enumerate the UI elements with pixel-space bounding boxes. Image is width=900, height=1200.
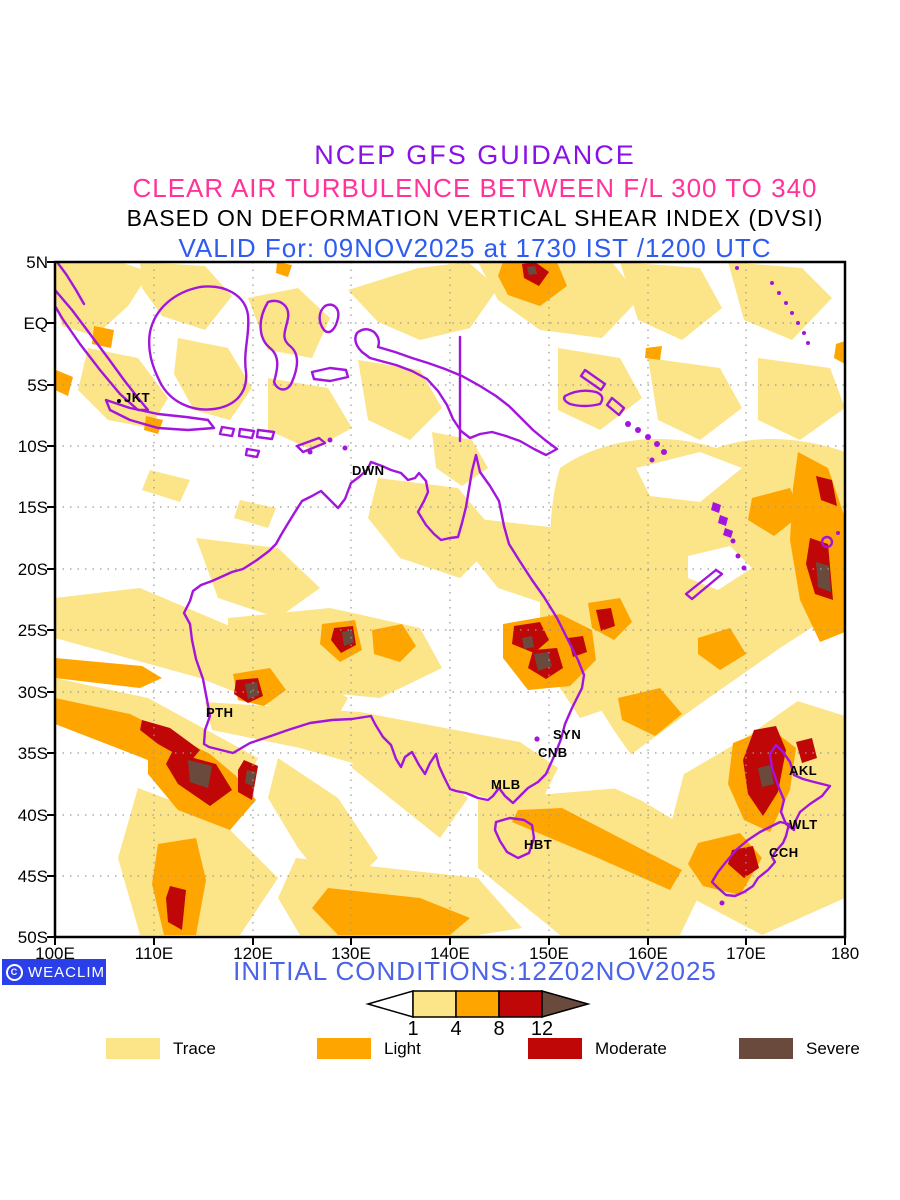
colorbar-tick-1: 1: [407, 1018, 419, 1040]
severe-label: Severe: [806, 1038, 860, 1058]
lat-label-50s: 50S: [17, 928, 48, 947]
coast-lesser-sunda: [218, 425, 327, 459]
coast-tasmania: [493, 816, 536, 860]
stewart-island: [719, 900, 725, 906]
coast-new-britain: [562, 389, 604, 408]
y-axis-ticks: [47, 261, 55, 938]
vanuatu-islands: [711, 502, 747, 571]
trace-label: Trace: [173, 1038, 216, 1058]
lon-label-170e: 170E: [726, 944, 766, 963]
coast-new-guinea: [354, 328, 559, 457]
turbulence-trace-layer: [55, 262, 845, 935]
coast-java: [104, 398, 216, 432]
page-title: NCEP GFS GUIDANCE: [314, 140, 636, 170]
page-subtitle: CLEAR AIR TURBULENCE BETWEEN F/L 300 TO …: [132, 173, 818, 203]
lat-label-30s: 30S: [17, 683, 48, 702]
trace-swatch: [106, 1038, 160, 1059]
city-label-cch: CCH: [769, 845, 799, 860]
arafura-islands: [307, 437, 348, 455]
legend-item-severe: Severe: [739, 1038, 860, 1059]
city-label-syn: SYN: [553, 727, 582, 742]
moderate-label: Moderate: [595, 1038, 667, 1058]
lon-label-180: 180: [830, 944, 860, 963]
colorbar-tick-4: 4: [450, 1018, 462, 1040]
coast-sulawesi: [259, 299, 299, 391]
city-label-hbt: HBT: [524, 837, 553, 852]
lat-label-25s: 25S: [17, 621, 48, 640]
legend-item-trace: Trace: [106, 1038, 216, 1059]
lat-label-35s: 35S: [17, 744, 48, 763]
lat-label-eq: EQ: [23, 314, 48, 333]
moderate-swatch: [528, 1038, 582, 1059]
light-label: Light: [384, 1038, 421, 1058]
coast-malay-peninsula: [55, 262, 86, 306]
city-label-mlb: MLB: [491, 777, 521, 792]
jkt-city-dot: [117, 399, 121, 403]
colorbar-tick-8: 8: [493, 1018, 505, 1040]
city-label-dwn: DWN: [352, 463, 385, 478]
lake-marker: [534, 736, 540, 742]
lon-label-150e: 150E: [529, 944, 569, 963]
lat-label-5n: 5N: [26, 253, 48, 272]
copyright-icon: C: [6, 963, 23, 981]
coast-nz-south-island: [710, 820, 791, 898]
lat-label-40s: 40S: [17, 806, 48, 825]
coastlines: [55, 262, 840, 906]
city-label-cnb: CNB: [538, 745, 568, 760]
legend-item-moderate: Moderate: [528, 1038, 667, 1059]
turbulence-severe-layer: [188, 266, 831, 788]
x-axis-ticks: [54, 937, 846, 945]
lat-label-45s: 45S: [17, 867, 48, 886]
coast-halmahera: [318, 303, 340, 334]
coast-new-caledonia: [684, 568, 724, 601]
valid-time: VALID For: 09NOV2025 at 1730 IST /1200 U…: [178, 233, 772, 263]
lon-label-120e: 120E: [233, 944, 273, 963]
weaclim-logo-text: WEACLIM: [28, 963, 106, 981]
city-label-akl: AKL: [789, 763, 818, 778]
weaclim-logo: C WEACLIM: [2, 959, 106, 985]
coast-bougainville: [605, 396, 626, 417]
colorbar-tick-12: 12: [530, 1018, 554, 1040]
initial-conditions: INITIAL CONDITIONS:12Z02NOV2025: [233, 956, 717, 986]
coast-seram: [310, 366, 350, 383]
light-swatch: [317, 1038, 371, 1059]
graticule: [55, 262, 845, 937]
coast-new-ireland: [579, 368, 607, 392]
lon-label-110e: 110E: [134, 944, 174, 963]
lat-label-5s: 5S: [27, 376, 48, 395]
lon-label-130e: 130E: [331, 944, 371, 963]
city-label-wlt: WLT: [789, 817, 818, 832]
city-label-jkt: JKT: [124, 390, 151, 405]
lon-label-140e: 140E: [430, 944, 470, 963]
colorbar: [365, 990, 591, 1018]
lat-label-20s: 20S: [17, 560, 48, 579]
fiji-islands: [820, 531, 840, 549]
coast-nz-north-island: [768, 743, 832, 832]
severe-swatch: [739, 1038, 793, 1059]
solomon-islands: [625, 421, 667, 463]
lat-label-15s: 15S: [17, 498, 48, 517]
city-label-pth: PTH: [206, 705, 234, 720]
legend-item-light: Light: [317, 1038, 421, 1059]
lon-label-160e: 160E: [628, 944, 668, 963]
coast-borneo: [147, 285, 250, 411]
coast-australia: [182, 453, 586, 805]
lon-label-100e: 100E: [35, 944, 75, 963]
micronesia-island-chain: [735, 266, 810, 345]
lat-label-10s: 10S: [17, 437, 48, 456]
method-line: BASED ON DEFORMATION VERTICAL SHEAR INDE…: [126, 205, 824, 231]
